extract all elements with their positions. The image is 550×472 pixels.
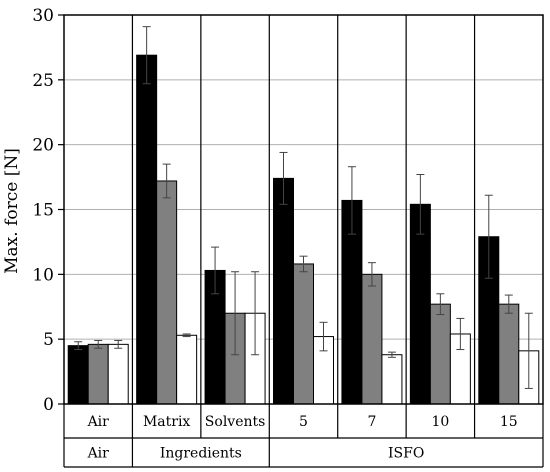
bar [107,343,129,405]
y-tick-label: 30 [32,6,54,26]
bar [136,54,158,405]
bar [87,343,109,405]
category-label: 15 [500,414,518,430]
category-label: 5 [299,414,308,430]
group-label: Ingredients [160,446,242,462]
bar [176,334,198,405]
y-axis-label: Max. force [N] [2,148,22,274]
bar [498,303,520,405]
y-axis-ticks: 0 5 10 15 20 25 30 [32,6,64,415]
bar [361,273,383,405]
y-tick-label: 5 [43,330,54,350]
category-label: Matrix [143,414,190,430]
y-tick-label: 25 [32,71,54,91]
y-tick-label: 15 [32,201,54,221]
plot-frame [63,14,544,438]
category-label: 7 [367,414,376,430]
category-table: Air Matrix Solvents 5 7 10 15 Air Ingredients ISF… [63,404,544,468]
category-label: Air [87,414,110,430]
bar [381,354,403,405]
bar [273,177,294,405]
bar [67,345,89,405]
y-tick-label: 10 [32,265,54,285]
bar [293,263,314,405]
group-label: ISFO [388,446,424,462]
bar [156,180,178,405]
bars [67,54,540,405]
error-bars [74,26,533,389]
group-label: Air [87,446,110,462]
category-label: Solvents [205,414,266,430]
y-tick-label: 20 [32,136,54,156]
category-label: 10 [431,414,449,430]
bar [429,303,451,405]
y-tick-label: 0 [43,395,54,415]
